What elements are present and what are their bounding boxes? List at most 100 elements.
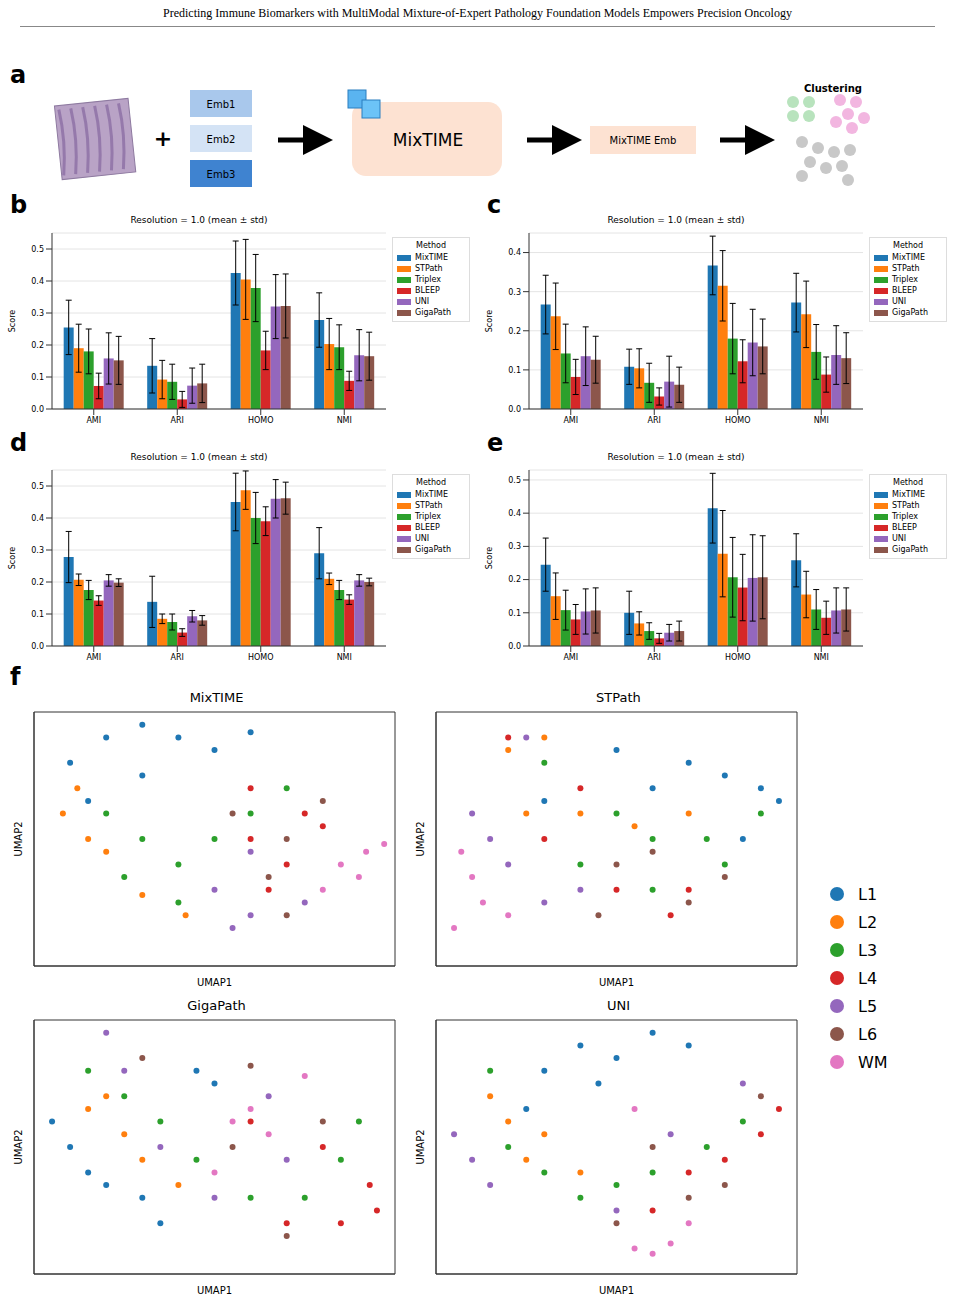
html-text:GigaPath: GigaPath [187, 998, 246, 1013]
svg-text:Score: Score [8, 310, 17, 332]
html-text:Method: Method [416, 241, 446, 250]
html-text:L6: L6 [858, 1024, 878, 1044]
svg-text:0.5: 0.5 [31, 245, 44, 254]
svg-text:MixTIME: MixTIME [393, 130, 463, 150]
html-text:b: b [10, 191, 28, 219]
html-text:c: c [487, 191, 502, 219]
svg-text:HOMO: HOMO [725, 416, 751, 425]
svg-text:ARI: ARI [648, 416, 661, 425]
svg-text:NMI: NMI [337, 416, 352, 425]
svg-text:0.4: 0.4 [31, 277, 44, 286]
svg-text:Score: Score [8, 547, 17, 569]
svg-text:0.2: 0.2 [508, 327, 521, 336]
html-text:L2: L2 [858, 912, 878, 932]
html-text:a: a [10, 61, 27, 89]
html-text:BLEEP: BLEEP [415, 286, 440, 295]
svg-text:UMAP2: UMAP2 [13, 1129, 24, 1164]
svg-text:UMAP2: UMAP2 [415, 1129, 426, 1164]
html-text:WM: WM [858, 1052, 888, 1072]
svg-text:0.4: 0.4 [508, 509, 521, 518]
svg-text:UMAP1: UMAP1 [599, 1285, 634, 1296]
html-text:e: e [487, 429, 504, 457]
html-text:f: f [10, 663, 21, 691]
html-text:L3: L3 [858, 940, 878, 960]
html-text:STPath: STPath [596, 690, 641, 705]
svg-text:0.2: 0.2 [31, 341, 44, 350]
html-text:Resolution = 1.0 (mean ± std): Resolution = 1.0 (mean ± std) [607, 215, 745, 225]
html-text:Triplex: Triplex [415, 275, 441, 284]
svg-text:Score: Score [485, 310, 494, 332]
svg-text:AMI: AMI [86, 416, 101, 425]
html-text:BLEEP: BLEEP [415, 523, 440, 532]
svg-text:Emb2: Emb2 [207, 134, 236, 145]
html-text:L1: L1 [858, 884, 878, 904]
svg-text:0.1: 0.1 [31, 373, 44, 382]
html-text:STPath: STPath [415, 264, 443, 273]
html-text:Resolution = 1.0 (mean ± std): Resolution = 1.0 (mean ± std) [607, 452, 745, 462]
svg-text:AMI: AMI [563, 416, 578, 425]
html-text:MixTIME: MixTIME [415, 490, 449, 499]
html-text:MixTIME: MixTIME [415, 253, 449, 262]
svg-text:+: + [154, 126, 172, 151]
svg-text:0.3: 0.3 [508, 542, 521, 551]
html-text:Triplex: Triplex [892, 275, 918, 284]
html-text:BLEEP: BLEEP [892, 286, 917, 295]
html-text:STPath: STPath [892, 264, 920, 273]
svg-text:0.0: 0.0 [31, 642, 44, 651]
svg-text:UMAP2: UMAP2 [415, 821, 426, 856]
svg-text:0.2: 0.2 [31, 578, 44, 587]
svg-text:0.5: 0.5 [31, 482, 44, 491]
svg-text:Score: Score [485, 547, 494, 569]
html-text:GigaPath: GigaPath [415, 308, 451, 317]
html-text:UNI: UNI [415, 534, 430, 543]
svg-text:UMAP2: UMAP2 [13, 821, 24, 856]
html-text:Triplex: Triplex [415, 512, 441, 521]
svg-text:MixTIME Emb: MixTIME Emb [610, 135, 677, 146]
svg-text:AMI: AMI [563, 653, 578, 662]
svg-text:HOMO: HOMO [725, 653, 751, 662]
svg-text:Clustering: Clustering [804, 83, 862, 94]
svg-text:0.0: 0.0 [508, 642, 521, 651]
svg-text:UMAP1: UMAP1 [197, 1285, 232, 1296]
svg-text:HOMO: HOMO [248, 653, 274, 662]
svg-text:ARI: ARI [171, 653, 184, 662]
svg-text:0.4: 0.4 [31, 514, 44, 523]
svg-text:0.2: 0.2 [508, 575, 521, 584]
svg-text:NMI: NMI [814, 416, 829, 425]
html-text:L4: L4 [858, 968, 878, 988]
html-text:STPath: STPath [415, 501, 443, 510]
svg-text:Emb3: Emb3 [207, 169, 236, 180]
html-text:MixTIME: MixTIME [189, 690, 244, 705]
svg-text:0.1: 0.1 [31, 610, 44, 619]
svg-text:0.3: 0.3 [31, 309, 44, 318]
html-text:Resolution = 1.0 (mean ± std): Resolution = 1.0 (mean ± std) [130, 452, 268, 462]
svg-text:UMAP1: UMAP1 [599, 977, 634, 988]
html-text:d: d [10, 429, 28, 457]
svg-text:ARI: ARI [171, 416, 184, 425]
svg-text:0.1: 0.1 [508, 609, 521, 618]
svg-text:HOMO: HOMO [248, 416, 274, 425]
svg-text:AMI: AMI [86, 653, 101, 662]
html-text:UNI: UNI [607, 998, 630, 1013]
svg-text:0.3: 0.3 [31, 546, 44, 555]
svg-text:UMAP1: UMAP1 [197, 977, 232, 988]
svg-text:NMI: NMI [337, 653, 352, 662]
svg-text:ARI: ARI [648, 653, 661, 662]
html-text:Predicting Immune Biomarkers w: Predicting Immune Biomarkers with MultiM… [163, 6, 792, 20]
svg-text:0.5: 0.5 [508, 476, 521, 485]
html-text:UNI: UNI [415, 297, 430, 306]
svg-text:0.0: 0.0 [31, 405, 44, 414]
html-text:Method: Method [416, 478, 446, 487]
svg-text:0.3: 0.3 [508, 288, 521, 297]
svg-text:Emb1: Emb1 [207, 99, 236, 110]
html-text:Resolution = 1.0 (mean ± std): Resolution = 1.0 (mean ± std) [130, 215, 268, 225]
html-text:UNI: UNI [892, 297, 907, 306]
html-text:MixTIME: MixTIME [892, 253, 926, 262]
svg-text:0.4: 0.4 [508, 248, 521, 257]
html-text:GigaPath: GigaPath [892, 308, 928, 317]
svg-text:NMI: NMI [814, 653, 829, 662]
html-text:Method: Method [893, 241, 923, 250]
svg-text:0.1: 0.1 [508, 366, 521, 375]
svg-text:0.0: 0.0 [508, 405, 521, 414]
html-text:L5: L5 [858, 996, 878, 1016]
